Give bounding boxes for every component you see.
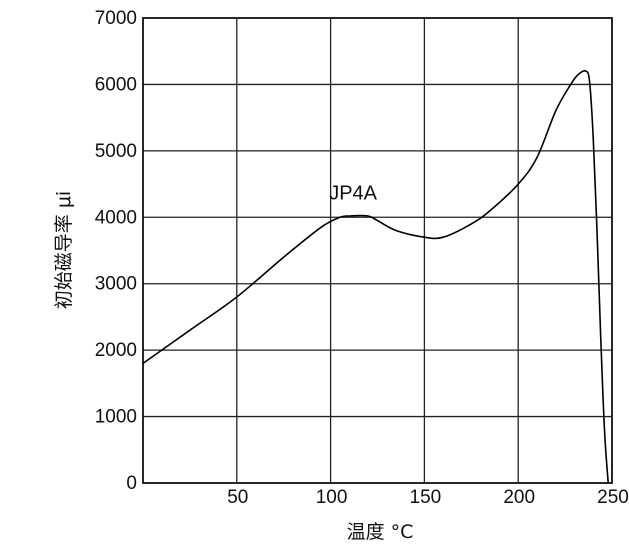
x-tick-label: 250 — [597, 487, 629, 508]
x-tick-label: 200 — [503, 487, 535, 508]
y-tick-label: 1000 — [95, 407, 137, 428]
x-tick-label: 50 — [227, 487, 248, 508]
x-axis-label: 温度 °C — [347, 521, 414, 543]
series-line — [143, 71, 608, 483]
x-tick-label: 150 — [410, 487, 442, 508]
tick-labels: 0 1000 2000 3000 4000 5000 6000 7000 50 100 150 200… — [95, 8, 629, 508]
y-tick-label: 2000 — [95, 340, 137, 361]
y-tick-label: 0 — [126, 473, 137, 494]
x-tick-label: 100 — [316, 487, 348, 508]
y-tick-label: 6000 — [95, 74, 137, 95]
y-tick-label: 3000 — [95, 274, 137, 295]
plot-frame — [143, 18, 612, 483]
grid — [143, 18, 612, 483]
series-label: JP4A — [329, 182, 377, 204]
series-layer — [143, 71, 608, 483]
y-axis-label: 初始磁导率 μi — [53, 191, 75, 309]
y-tick-label: 5000 — [95, 141, 137, 162]
axes — [143, 18, 612, 483]
y-tick-label: 4000 — [95, 207, 137, 228]
y-tick-label: 7000 — [95, 8, 137, 29]
